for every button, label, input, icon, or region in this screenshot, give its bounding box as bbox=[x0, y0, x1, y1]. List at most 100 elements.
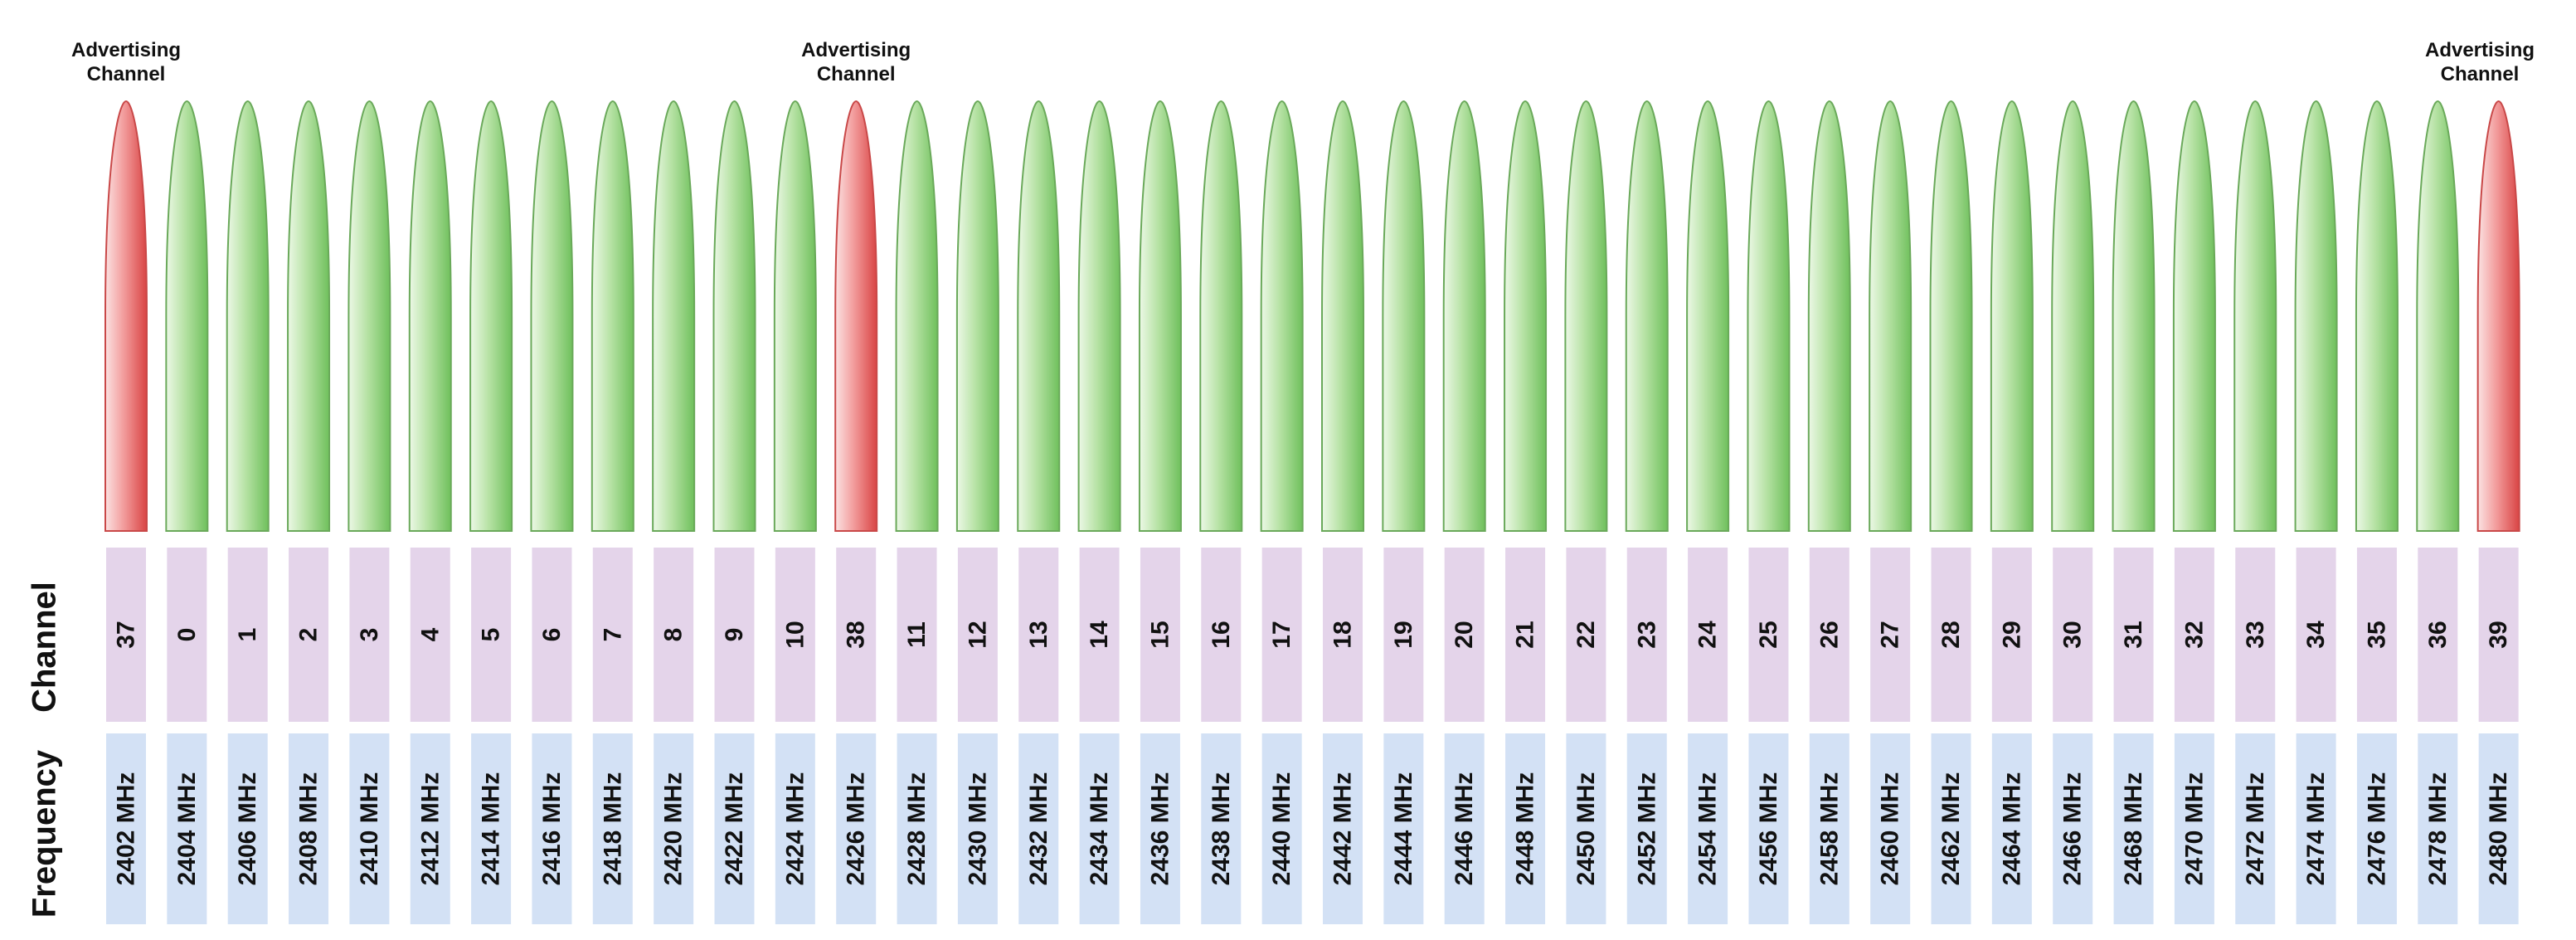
channel-number: 33 bbox=[2242, 621, 2269, 648]
frequency-value: 2444 MHz bbox=[1390, 772, 1417, 886]
frequency-cell-33 bbox=[2235, 733, 2276, 924]
data-channel-lobe-34 bbox=[2294, 100, 2338, 532]
data-channel-lobe-5 bbox=[469, 100, 513, 532]
frequency-value: 2404 MHz bbox=[173, 772, 201, 886]
frequency-cell-21 bbox=[1505, 733, 1546, 924]
frequency-value: 2438 MHz bbox=[1208, 772, 1235, 886]
channel-number: 37 bbox=[113, 621, 140, 648]
frequency-cell-15 bbox=[1140, 733, 1180, 924]
data-channel-lobe-15 bbox=[1138, 100, 1182, 532]
advertising-channel-label: Advertising Channel bbox=[765, 38, 947, 86]
channel-number: 13 bbox=[1025, 621, 1052, 648]
frequency-value: 2432 MHz bbox=[1025, 772, 1052, 886]
frequency-value: 2434 MHz bbox=[1086, 772, 1113, 886]
channel-number: 24 bbox=[1694, 621, 1722, 649]
channel-number: 32 bbox=[2180, 621, 2208, 648]
frequency-cell-29 bbox=[1991, 733, 2032, 924]
frequency-cell-19 bbox=[1383, 733, 1424, 924]
channel-number: 8 bbox=[660, 628, 688, 642]
data-channel-lobe-6 bbox=[530, 100, 574, 532]
data-channel-lobe-22 bbox=[1564, 100, 1608, 532]
frequency-value: 2458 MHz bbox=[1815, 772, 1843, 886]
frequency-cell-23 bbox=[1626, 733, 1667, 924]
advertising-label-line2: Channel bbox=[2440, 63, 2520, 85]
frequency-value: 2452 MHz bbox=[1633, 772, 1660, 886]
channel-number: 9 bbox=[721, 628, 748, 642]
channel-cell-14 bbox=[1079, 548, 1120, 722]
channel-number: 6 bbox=[538, 628, 566, 642]
frequency-value: 2448 MHz bbox=[1512, 772, 1539, 886]
frequency-cell-34 bbox=[2296, 733, 2336, 924]
channel-number: 17 bbox=[1268, 621, 1295, 648]
data-channel-lobe-1 bbox=[226, 100, 270, 532]
channel-cell-6 bbox=[532, 548, 572, 722]
advertising-label-line1: Advertising bbox=[70, 39, 182, 61]
channel-cell-9 bbox=[714, 548, 755, 722]
data-channel-lobe-18 bbox=[1321, 100, 1364, 532]
channel-cell-10 bbox=[775, 548, 815, 722]
data-channel-lobe-16 bbox=[1199, 100, 1243, 532]
data-channel-lobe-3 bbox=[348, 100, 391, 532]
channel-cell-16 bbox=[1201, 548, 1242, 722]
frequency-cell-17 bbox=[1261, 733, 1302, 924]
data-channel-lobe-4 bbox=[408, 100, 452, 532]
frequency-value: 2426 MHz bbox=[843, 772, 870, 886]
frequency-value: 2470 MHz bbox=[2180, 772, 2208, 886]
data-channel-lobe-9 bbox=[712, 100, 756, 532]
channel-cell-37 bbox=[106, 548, 146, 722]
channel-cell-0 bbox=[167, 548, 207, 722]
channel-cell-36 bbox=[2418, 548, 2458, 722]
frequency-cell-12 bbox=[957, 733, 998, 924]
frequency-cell-27 bbox=[1870, 733, 1911, 924]
channel-number: 11 bbox=[903, 621, 931, 648]
channel-cell-12 bbox=[957, 548, 998, 722]
channel-cell-4 bbox=[410, 548, 450, 722]
data-channel-lobe-24 bbox=[1686, 100, 1730, 532]
channel-cell-17 bbox=[1261, 548, 1302, 722]
data-channel-lobe-27 bbox=[1869, 100, 1913, 532]
data-channel-lobe-13 bbox=[1017, 100, 1061, 532]
data-channel-lobe-30 bbox=[2051, 100, 2095, 532]
frequency-cell-7 bbox=[592, 733, 633, 924]
channel-number: 38 bbox=[843, 621, 870, 648]
frequency-value: 2464 MHz bbox=[1998, 772, 2025, 886]
channel-number: 19 bbox=[1390, 621, 1417, 648]
channel-number: 14 bbox=[1086, 621, 1113, 649]
frequency-value: 2466 MHz bbox=[2059, 772, 2087, 886]
advertising-label-line2: Channel bbox=[816, 63, 896, 85]
channel-cell-31 bbox=[2113, 548, 2154, 722]
frequency-value: 2410 MHz bbox=[356, 772, 383, 886]
frequency-value: 2450 MHz bbox=[1572, 772, 1600, 886]
channel-row-label: Channel bbox=[26, 582, 63, 713]
channel-number: 2 bbox=[295, 628, 323, 642]
channel-number: 28 bbox=[1937, 621, 1965, 648]
frequency-value: 2414 MHz bbox=[478, 772, 505, 886]
channel-cell-19 bbox=[1383, 548, 1424, 722]
frequency-cell-25 bbox=[1748, 733, 1789, 924]
frequency-value: 2476 MHz bbox=[2363, 772, 2390, 886]
data-channel-lobe-11 bbox=[895, 100, 939, 532]
channel-cell-27 bbox=[1870, 548, 1911, 722]
frequency-value: 2408 MHz bbox=[295, 772, 323, 886]
frequency-cell-36 bbox=[2418, 733, 2458, 924]
frequency-value: 2416 MHz bbox=[538, 772, 566, 886]
advertising-label-line1: Advertising bbox=[2424, 39, 2535, 61]
channel-cell-23 bbox=[1626, 548, 1667, 722]
frequency-value: 2454 MHz bbox=[1694, 772, 1722, 886]
channel-cell-35 bbox=[2356, 548, 2397, 722]
frequency-value: 2474 MHz bbox=[2302, 772, 2330, 886]
frequency-value: 2406 MHz bbox=[234, 772, 261, 886]
frequency-value: 2422 MHz bbox=[721, 772, 748, 886]
channel-cell-22 bbox=[1566, 548, 1606, 722]
frequency-value: 2436 MHz bbox=[1146, 772, 1174, 886]
data-channel-lobe-28 bbox=[1929, 100, 1973, 532]
channel-cell-25 bbox=[1748, 548, 1789, 722]
frequency-cell-16 bbox=[1201, 733, 1242, 924]
channel-cell-29 bbox=[1991, 548, 2032, 722]
channel-number: 27 bbox=[1877, 621, 1904, 648]
frequency-cell-0 bbox=[167, 733, 207, 924]
data-channel-lobe-32 bbox=[2172, 100, 2216, 532]
data-channel-lobe-0 bbox=[165, 100, 209, 532]
channel-cell-2 bbox=[289, 548, 329, 722]
